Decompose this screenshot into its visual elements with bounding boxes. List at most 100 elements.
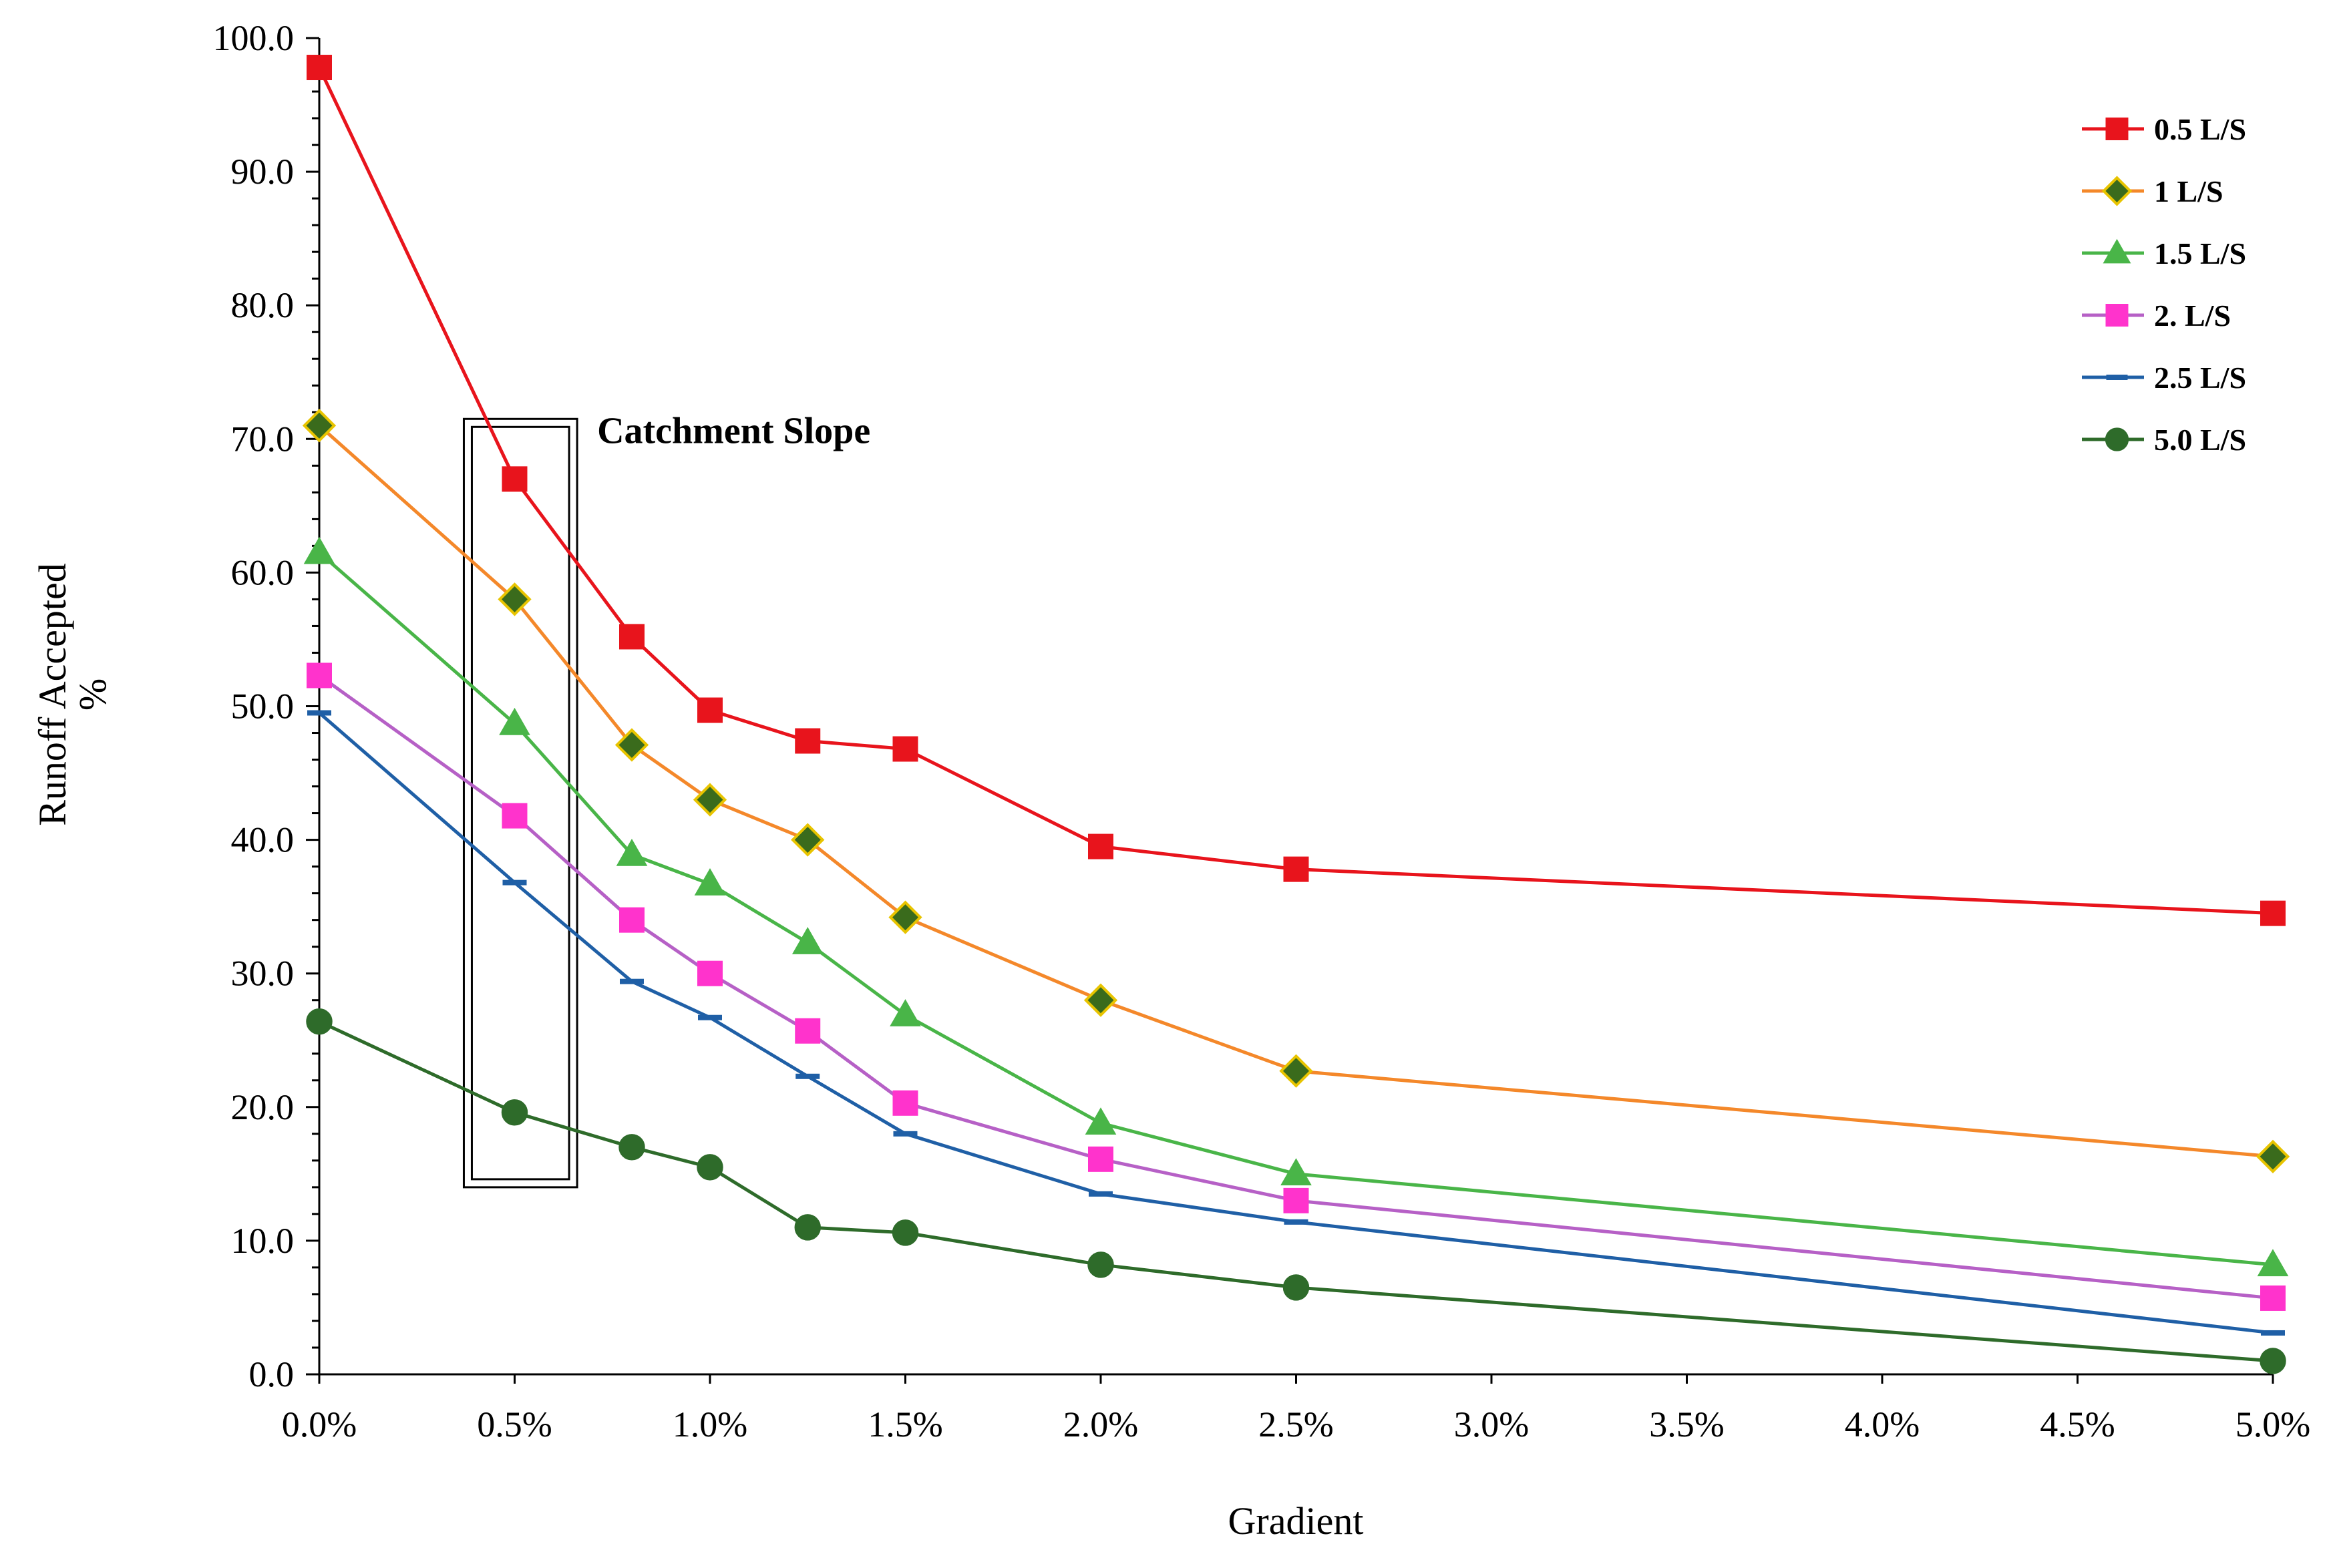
x-tick-label: 2.5% <box>1258 1404 1333 1444</box>
data-point <box>1083 983 1118 1017</box>
x-tick-label: 0.0% <box>282 1404 357 1444</box>
data-point <box>619 907 645 933</box>
data-point <box>890 999 921 1026</box>
annotation-label: Catchment Slope <box>597 410 870 451</box>
data-point <box>307 55 332 81</box>
data-point <box>892 1090 918 1116</box>
legend-marker <box>2105 427 2129 451</box>
data-point <box>1279 1054 1313 1088</box>
series-1-5-l-s <box>303 536 2289 1277</box>
y-axis-title-line2: % <box>71 678 114 711</box>
y-tick-label: 80.0 <box>231 285 295 325</box>
x-axis-title: Gradient <box>1228 1499 1364 1543</box>
data-point <box>307 710 331 716</box>
x-tick-label: 3.5% <box>1649 1404 1724 1444</box>
data-point <box>795 728 821 754</box>
data-point <box>698 1014 722 1020</box>
x-tick-label: 3.0% <box>1454 1404 1529 1444</box>
x-tick-label: 4.0% <box>1845 1404 1920 1444</box>
series-2-5-l-s <box>307 710 2285 1336</box>
series-line <box>318 424 2274 1159</box>
data-point <box>1283 856 1309 882</box>
y-tick-label: 60.0 <box>231 552 295 592</box>
data-point <box>501 1099 528 1126</box>
legend-marker <box>2106 375 2128 380</box>
y-tick-label: 70.0 <box>231 419 295 459</box>
x-tick-label: 4.5% <box>2040 1404 2115 1444</box>
series-line <box>318 711 2274 1335</box>
annotation-box-inner <box>470 425 570 1181</box>
y-tick-label: 0.0 <box>249 1354 295 1394</box>
data-point <box>502 803 528 829</box>
series-5-0-l-s <box>306 1008 2286 1374</box>
y-tick-label: 50.0 <box>231 687 295 727</box>
data-series <box>302 55 2290 1374</box>
x-tick-label: 0.5% <box>477 1404 552 1444</box>
data-point <box>697 960 723 986</box>
data-point <box>795 1018 821 1044</box>
y-tick-label: 90.0 <box>231 152 295 192</box>
data-point <box>498 582 532 616</box>
data-point <box>502 879 527 886</box>
data-point <box>306 1008 333 1035</box>
x-tick-label: 1.5% <box>868 1404 942 1444</box>
y-tick-label: 20.0 <box>231 1087 295 1127</box>
series-line <box>318 551 2274 1267</box>
legend-item: 1 L/S <box>2082 174 2223 208</box>
legend-marker <box>2105 304 2129 327</box>
data-point <box>620 978 644 984</box>
annotation-box-outer <box>462 417 578 1189</box>
data-point <box>307 662 332 689</box>
data-point <box>1284 1219 1308 1225</box>
y-tick-label: 100.0 <box>213 18 295 58</box>
legend-label: 2. L/S <box>2154 299 2231 333</box>
legend-marker <box>2105 118 2129 140</box>
legend-item: 5.0 L/S <box>2082 423 2246 457</box>
data-point <box>302 409 337 443</box>
series-0-5-l-s <box>307 55 2286 926</box>
data-point <box>697 697 723 723</box>
data-point <box>1088 1146 1113 1172</box>
legend-item: 0.5 L/S <box>2082 112 2246 146</box>
series-2-l-s <box>307 662 2286 1311</box>
data-point <box>1282 1274 1310 1301</box>
legend-label: 0.5 L/S <box>2154 112 2246 146</box>
data-point <box>619 624 645 650</box>
data-point <box>1088 833 1113 859</box>
series-1-l-s <box>302 409 2290 1173</box>
data-point <box>794 1214 821 1241</box>
legend-item: 1.5 L/S <box>2082 236 2246 270</box>
data-point <box>502 466 528 492</box>
data-point <box>2260 900 2286 926</box>
data-point <box>499 707 530 735</box>
data-point <box>1280 1158 1312 1186</box>
data-point <box>791 823 825 857</box>
y-axis-ticks: 0.0 10.0 20.0 30.0 40.0 50.0 60.0 70.0 80.0 90.0 1… <box>213 18 319 1394</box>
catchment-slope-annotation: Catchment Slope <box>462 410 870 1189</box>
x-tick-label: 1.0% <box>673 1404 747 1444</box>
legend-marker <box>2103 238 2131 264</box>
x-axis-ticks: 0.0% 0.5% 1.0% 1.5% 2.0% 2.5% 3.0% 3.5% 4.0% 4.5%… <box>282 1374 2310 1444</box>
data-point <box>618 1134 645 1161</box>
data-point <box>2257 1249 2289 1277</box>
data-point <box>616 838 648 866</box>
data-point <box>795 1073 820 1079</box>
legend-label: 5.0 L/S <box>2154 423 2246 457</box>
data-point <box>791 927 824 954</box>
series-line <box>317 66 2274 916</box>
data-point <box>1089 1191 1113 1197</box>
legend: 0.5 L/S 1 L/S 1.5 L/S 2. L/S 2.5 L/S 5.0 L/S <box>2082 112 2246 457</box>
y-tick-label: 30.0 <box>231 954 295 994</box>
legend-item: 2. L/S <box>2082 299 2231 333</box>
data-point <box>1085 1107 1117 1135</box>
x-tick-label: 5.0% <box>2235 1404 2310 1444</box>
data-point <box>2260 1348 2286 1374</box>
data-point <box>2256 1139 2290 1173</box>
data-point <box>2260 1285 2286 1311</box>
legend-label: 2.5 L/S <box>2154 361 2246 395</box>
data-point <box>693 783 727 817</box>
data-point <box>1087 1251 1114 1278</box>
data-point <box>303 536 335 564</box>
data-point <box>697 1154 723 1181</box>
